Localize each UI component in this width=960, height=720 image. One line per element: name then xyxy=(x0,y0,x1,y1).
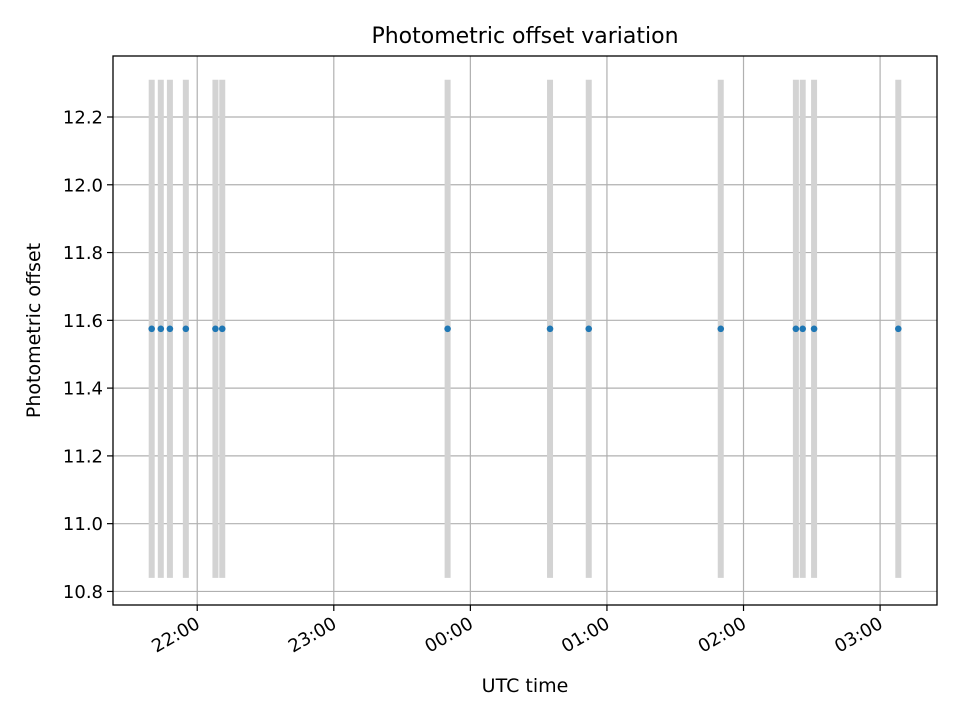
y-tick-label: 10.8 xyxy=(63,582,103,603)
data-point xyxy=(166,325,174,333)
data-point xyxy=(444,325,451,333)
x-tick-label: 00:00 xyxy=(421,613,476,657)
y-tick-label: 12.0 xyxy=(63,175,103,196)
data-point xyxy=(799,325,807,333)
grid xyxy=(113,56,937,605)
data-point xyxy=(212,325,219,333)
data-point xyxy=(585,325,593,333)
x-tick-label: 23:00 xyxy=(285,613,340,657)
x-axis: 22:00 23:00 00:00 01:00 02:00 03:00 xyxy=(148,605,887,657)
data-point xyxy=(546,325,554,333)
x-tick-label: 01:00 xyxy=(558,613,613,657)
data-point xyxy=(182,325,190,333)
y-tick-label: 11.4 xyxy=(63,379,103,400)
data-point xyxy=(895,325,902,333)
y-tick-label: 11.6 xyxy=(63,311,103,332)
data-point xyxy=(792,325,800,333)
data-point xyxy=(148,325,155,333)
x-tick-label: 02:00 xyxy=(695,613,750,657)
x-tick-label: 03:00 xyxy=(831,613,886,657)
data-points xyxy=(148,325,902,333)
y-tick-label: 11.8 xyxy=(63,243,103,264)
plot-frame xyxy=(112,55,938,606)
y-axis-title: Photometric offset xyxy=(23,243,45,418)
x-tick-label: 22:00 xyxy=(148,613,203,657)
data-point xyxy=(810,325,818,333)
chart-title: Photometric offset variation xyxy=(371,24,678,49)
error-bars xyxy=(148,79,902,578)
y-axis: 10.8 11.0 11.2 11.4 11.6 11.8 12.0 12.2 xyxy=(63,108,113,603)
y-tick-label: 11.2 xyxy=(63,446,103,467)
data-point xyxy=(157,325,165,333)
data-point xyxy=(218,325,226,333)
y-tick-label: 12.2 xyxy=(63,108,103,129)
y-tick-label: 11.0 xyxy=(63,514,103,535)
x-axis-title: UTC time xyxy=(482,675,569,697)
data-point xyxy=(717,325,725,333)
